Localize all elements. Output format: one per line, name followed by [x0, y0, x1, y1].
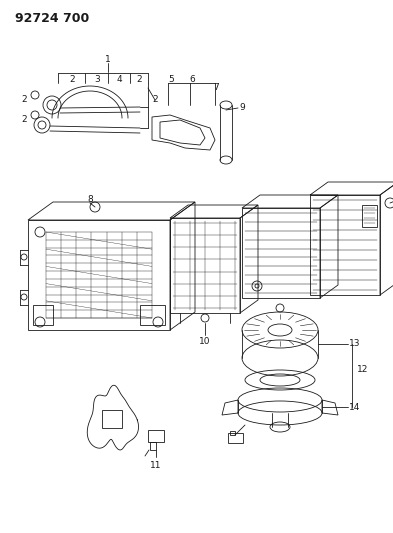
- Bar: [362, 205, 377, 227]
- Bar: [28, 220, 170, 330]
- Bar: [242, 208, 320, 298]
- Bar: [148, 430, 164, 442]
- Text: 2: 2: [21, 116, 27, 125]
- Text: 4: 4: [116, 76, 122, 85]
- Text: 2: 2: [69, 76, 75, 85]
- Text: 92724 700: 92724 700: [15, 12, 89, 25]
- Bar: [230, 431, 235, 435]
- Text: 5: 5: [168, 76, 174, 85]
- Bar: [150, 442, 156, 450]
- Text: 1: 1: [105, 55, 111, 64]
- Text: 2: 2: [152, 95, 158, 104]
- Bar: [170, 218, 240, 313]
- Bar: [310, 195, 380, 295]
- Bar: [140, 305, 165, 325]
- Text: 10: 10: [199, 336, 211, 345]
- Text: 3: 3: [94, 76, 100, 85]
- Text: 12: 12: [357, 366, 369, 375]
- Bar: [102, 410, 122, 428]
- Text: 6: 6: [189, 76, 195, 85]
- Text: 2: 2: [21, 95, 27, 104]
- Text: 13: 13: [349, 340, 361, 349]
- Text: 8: 8: [87, 196, 93, 205]
- Text: 14: 14: [349, 402, 361, 411]
- Text: 2: 2: [136, 76, 142, 85]
- Bar: [228, 433, 243, 443]
- Text: 7: 7: [213, 84, 219, 93]
- Text: 11: 11: [150, 462, 162, 471]
- Text: 9: 9: [239, 103, 245, 112]
- Bar: [33, 305, 53, 325]
